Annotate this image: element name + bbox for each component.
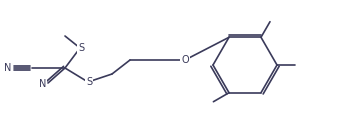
Text: S: S [78,43,84,53]
Text: S: S [86,77,92,87]
Text: O: O [181,55,189,65]
Text: N: N [39,79,46,89]
Text: N: N [4,63,11,73]
